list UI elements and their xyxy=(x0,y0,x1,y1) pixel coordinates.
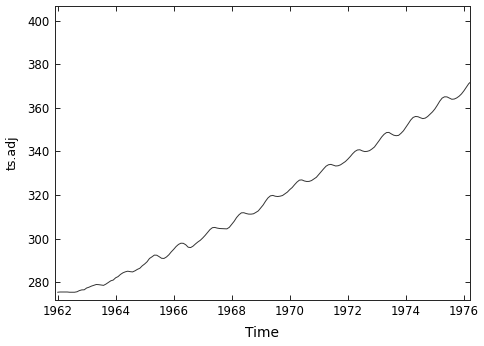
X-axis label: Time: Time xyxy=(245,326,279,340)
Y-axis label: ts.adj: ts.adj xyxy=(5,135,18,170)
